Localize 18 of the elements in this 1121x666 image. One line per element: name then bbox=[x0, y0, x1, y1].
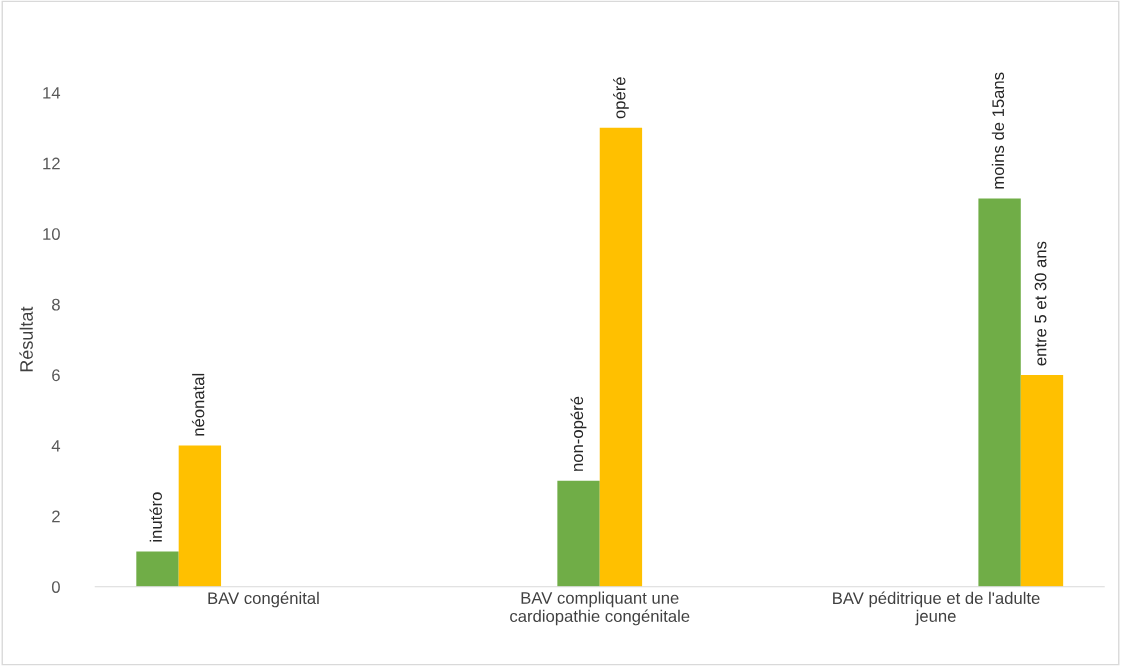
text: moins de 15ans bbox=[991, 72, 1005, 189]
y-tick-label: 4 bbox=[51, 440, 61, 452]
text: néonatal bbox=[191, 373, 205, 436]
y-tick-label: 2 bbox=[52, 510, 60, 523]
y-axis-title: Résultat bbox=[19, 306, 33, 372]
y-tick-label: 12 bbox=[43, 157, 60, 170]
y-tick-label: 0 bbox=[51, 581, 60, 593]
x-tick-label: BAV congénital bbox=[208, 591, 319, 608]
y-tick-label: 6 bbox=[52, 369, 60, 382]
text: entre 5 et 30 ans bbox=[1034, 241, 1047, 366]
x-tick-label: BAV péditrique et de l'adulte jeune bbox=[833, 591, 1040, 626]
y-tick-label: 8 bbox=[52, 298, 60, 311]
x-tick-label: BAV compliquant une cardiopathie congénitale bbox=[510, 591, 690, 626]
text: inutéro bbox=[149, 492, 162, 542]
y-tick-label: 14 bbox=[43, 87, 61, 99]
text: non-opéré bbox=[570, 396, 587, 471]
y-tick-label: 10 bbox=[43, 228, 60, 240]
text: opéré bbox=[613, 77, 629, 119]
